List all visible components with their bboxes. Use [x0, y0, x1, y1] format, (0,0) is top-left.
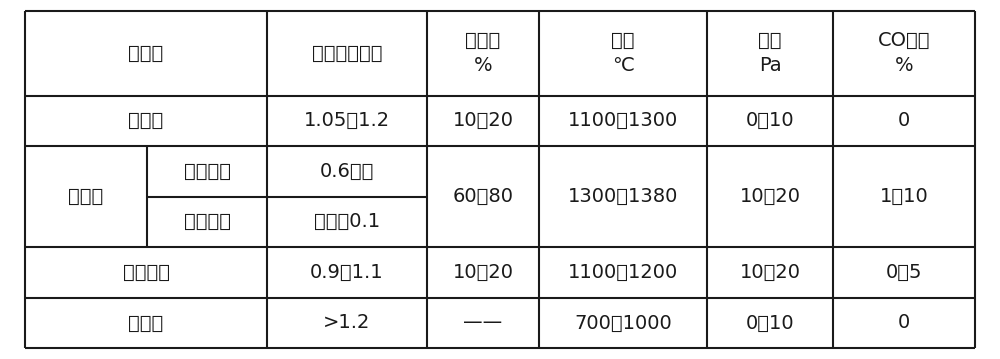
- Text: 1.05～1.2: 1.05～1.2: [304, 111, 390, 130]
- Text: 10～20: 10～20: [740, 187, 800, 206]
- Text: 空气过剩系数: 空气过剩系数: [312, 44, 382, 63]
- Text: 1～10: 1～10: [880, 187, 928, 206]
- Text: 热负荷
%: 热负荷 %: [465, 31, 501, 75]
- Text: 0: 0: [898, 313, 910, 332]
- Text: 预热段: 预热段: [128, 313, 164, 332]
- Text: 一加热段: 一加热段: [123, 263, 170, 282]
- Text: 0～10: 0～10: [746, 111, 794, 130]
- Text: CO含量
%: CO含量 %: [878, 31, 930, 75]
- Text: ——: ——: [463, 313, 503, 332]
- Text: 0: 0: [898, 111, 910, 130]
- Text: 1100～1300: 1100～1300: [568, 111, 678, 130]
- Text: 温度
℃: 温度 ℃: [611, 31, 635, 75]
- Text: 0～5: 0～5: [886, 263, 922, 282]
- Text: 700～1000: 700～1000: [574, 313, 672, 332]
- Text: 10～20: 10～20: [452, 111, 514, 130]
- Text: 1100～1200: 1100～1200: [568, 263, 678, 282]
- Text: >1.2: >1.2: [323, 313, 371, 332]
- Text: 高温段: 高温段: [68, 187, 104, 206]
- Text: 10～20: 10～20: [740, 263, 800, 282]
- Text: 10～20: 10～20: [452, 263, 514, 282]
- Text: 三加热段: 三加热段: [184, 162, 231, 181]
- Text: 0.9～1.1: 0.9～1.1: [310, 263, 384, 282]
- Text: 1300～1380: 1300～1380: [568, 187, 678, 206]
- Text: 60～80: 60～80: [452, 187, 514, 206]
- Text: 燃烧段: 燃烧段: [128, 44, 164, 63]
- Text: 均热段: 均热段: [128, 111, 164, 130]
- Text: 0.6以上: 0.6以上: [320, 162, 374, 181]
- Text: 0～10: 0～10: [746, 313, 794, 332]
- Text: 二加热段: 二加热段: [184, 213, 231, 232]
- Text: 上段加0.1: 上段加0.1: [314, 213, 380, 232]
- Text: 压力
Pa: 压力 Pa: [758, 31, 782, 75]
